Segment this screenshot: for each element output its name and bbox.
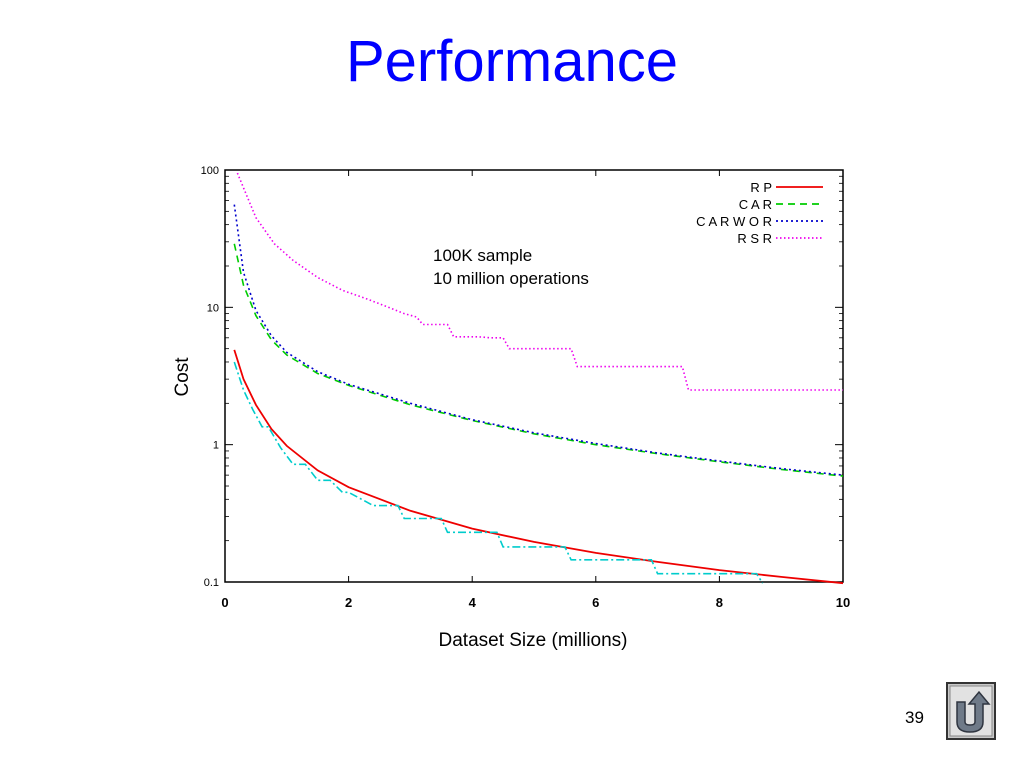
slide-number: 39 — [905, 708, 924, 727]
y-tick-label: 1 — [213, 440, 219, 452]
series-line-unlabeled-4 — [233, 361, 764, 584]
x-tick-label: 4 — [469, 595, 477, 610]
series-line-carwor — [233, 204, 844, 476]
plot-area — [224, 169, 844, 583]
legend-label: R P — [750, 180, 772, 195]
x-tick-label: 10 — [836, 595, 850, 610]
y-tick-label: 100 — [201, 165, 219, 177]
legend-label: R S R — [737, 231, 772, 246]
x-tick-label: 0 — [221, 595, 228, 610]
legend-label: C A R — [739, 197, 772, 212]
legend: R P C A R C A R W O R R S R — [696, 180, 823, 246]
return-nav-button[interactable] — [946, 682, 996, 740]
legend-label: C A R W O R — [696, 214, 772, 229]
y-tick-label: 0.1 — [204, 577, 219, 589]
u-turn-return-icon — [946, 682, 996, 740]
x-axis-label: Dataset Size (millions) — [439, 630, 628, 651]
series-line-rp — [233, 349, 844, 585]
x-tick-label: 6 — [592, 595, 599, 610]
slide-title: Performance — [345, 29, 679, 94]
y-axis-label: Cost — [172, 357, 193, 397]
annotation-line-1: 100K sample — [433, 246, 532, 265]
y-tick-label: 10 — [207, 302, 219, 314]
x-tick-label: 2 — [345, 595, 352, 610]
x-tick-label: 8 — [716, 595, 723, 610]
annotation-line-2: 10 million operations — [433, 269, 589, 288]
axis-ticks: 0 2 4 6 8 10 0.1 1 10 100 — [201, 165, 851, 610]
series-line-car — [233, 243, 844, 477]
plot-frame — [224, 169, 844, 583]
series-lines — [233, 172, 844, 585]
